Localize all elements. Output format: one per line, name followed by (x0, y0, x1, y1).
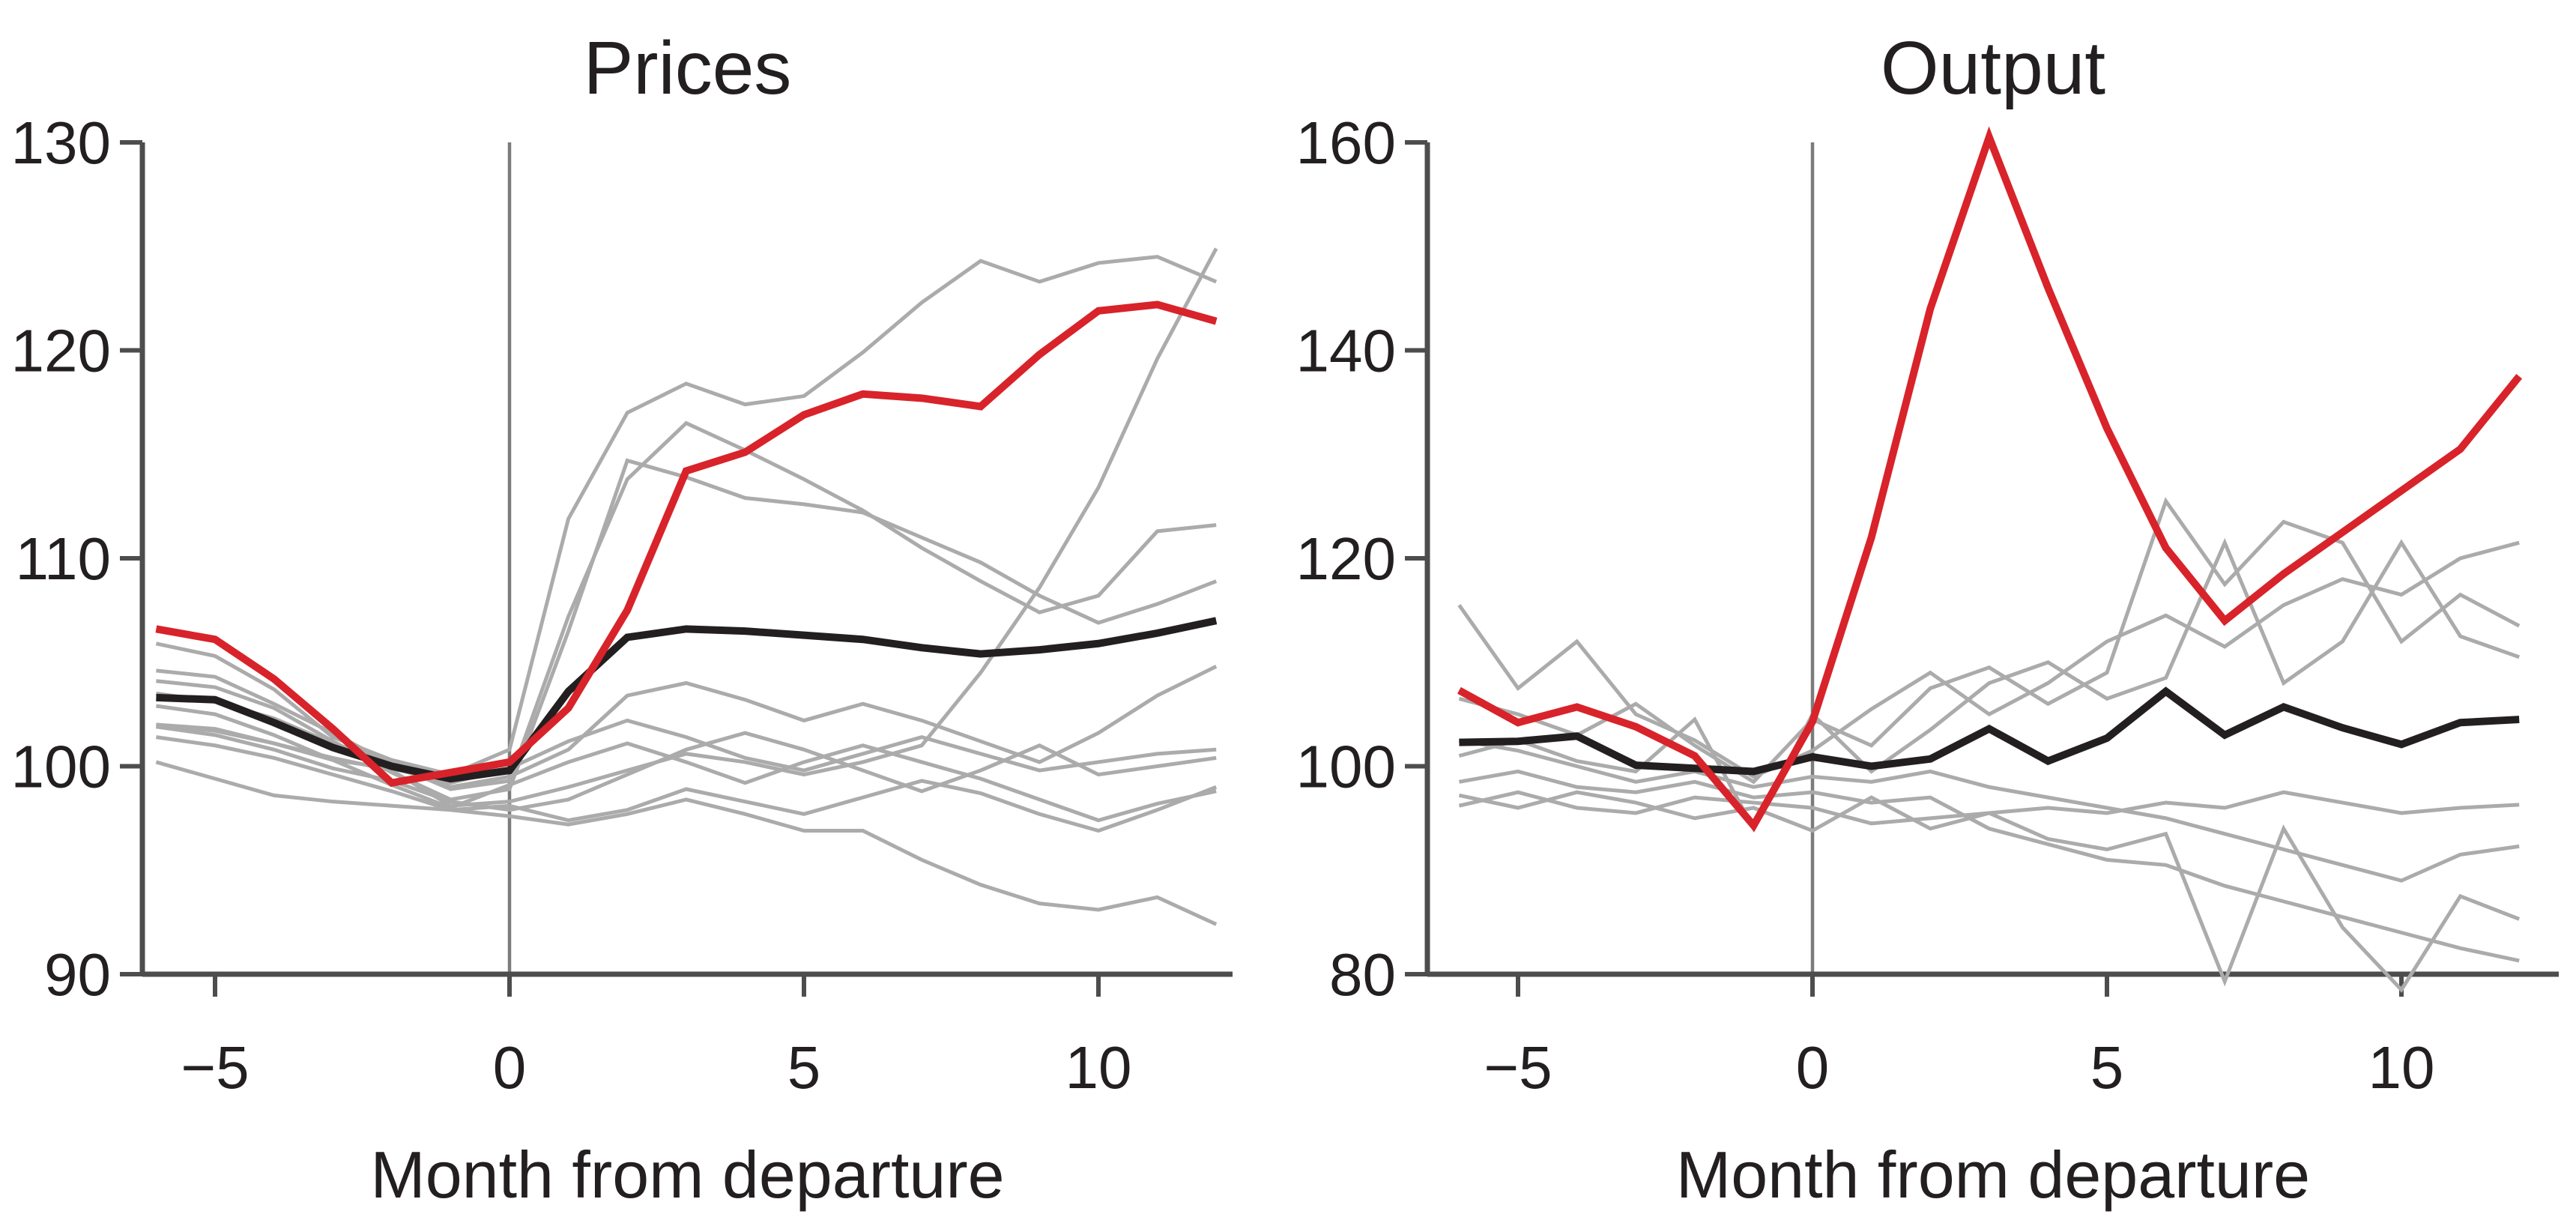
prices-average-line (156, 617, 1218, 783)
prices-episode-5-line (156, 665, 1218, 789)
output-x-tick-label: 10 (2368, 1034, 2435, 1101)
prices-episode-4-line (156, 247, 1218, 808)
output-panel: 80 100 120 140 160 −5 0 5 10 Output Month from dep… (1296, 26, 2559, 1212)
output-episode-5-line (1458, 769, 2520, 963)
output-highlight-episode-line (1457, 126, 2523, 833)
prices-y-tick-label: 110 (15, 525, 111, 592)
output-title: Output (1881, 26, 2105, 110)
output-episode-3-line (1458, 537, 2521, 833)
output-episode-7-line (1458, 738, 2520, 883)
output-x-axis-label: Month from departure (1676, 1138, 2310, 1212)
prices-y-tick-label: 100 (11, 734, 111, 800)
prices-highlight-episode-line (155, 301, 1218, 788)
prices-x-tick-label: 5 (787, 1034, 821, 1101)
output-x-tick-label: 5 (2090, 1034, 2124, 1101)
prices-episode-10-line (155, 760, 1218, 926)
prices-y-tick-label: 120 (11, 318, 111, 384)
prices-x-tick-label: 0 (493, 1034, 527, 1101)
output-average-line (1459, 686, 2520, 776)
prices-episode-1-line (155, 255, 1218, 777)
output-x-tick-label: 0 (1796, 1034, 1830, 1101)
prices-x-tick-label: 10 (1065, 1034, 1132, 1101)
output-episode-2-line (1458, 497, 2521, 785)
prices-y-tick-label: 130 (11, 109, 111, 176)
output-y-tick-label: 140 (1296, 318, 1396, 384)
output-episode-6-line (1458, 790, 2521, 993)
prices-panel: 90 100 110 120 130 −5 0 5 10 Prices Month from dep… (11, 26, 1233, 1212)
output-x-tick-label: −5 (1484, 1034, 1552, 1101)
output-y-tick-label: 80 (1329, 941, 1396, 1008)
prices-y-tick-label: 90 (44, 941, 111, 1008)
prices-title: Prices (584, 26, 792, 110)
output-y-tick-label: 160 (1296, 109, 1396, 176)
prices-episode-7-line (156, 725, 1217, 812)
prices-episode-9-line (156, 704, 1217, 823)
output-episode-4-line (1458, 790, 2520, 826)
prices-episode-8-line (156, 735, 1218, 833)
prices-x-tick-label: −5 (181, 1034, 249, 1101)
prices-x-axis-label: Month from departure (370, 1138, 1004, 1212)
output-y-tick-label: 100 (1296, 734, 1396, 800)
output-episode-1-line (1457, 540, 2520, 779)
output-y-tick-label: 120 (1296, 525, 1396, 592)
